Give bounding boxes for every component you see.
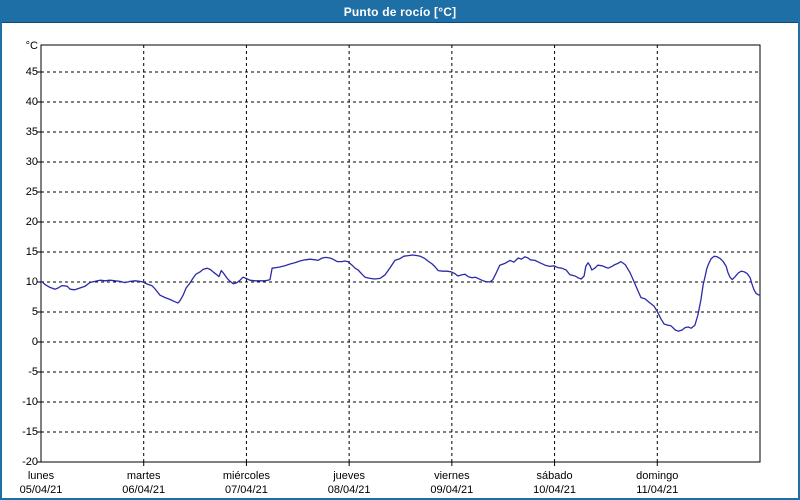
x-day-date: 06/04/21	[122, 484, 166, 496]
y-tick-label: -5	[28, 366, 38, 378]
x-day-name: jueves	[333, 470, 366, 482]
y-tick-label: 40	[25, 96, 38, 108]
x-day-name: sábado	[536, 470, 573, 482]
y-tick-label: -10	[22, 396, 38, 408]
x-day-date: 07/04/21	[225, 484, 268, 496]
x-day-name: lunes	[27, 470, 55, 482]
y-tick-label: 35	[25, 126, 38, 138]
y-tick-label: 5	[31, 306, 38, 318]
x-day-name: domingo	[636, 470, 679, 482]
x-day-date: 09/04/21	[430, 484, 474, 496]
y-tick-label: -15	[22, 426, 38, 438]
y-axis-unit-label: °C	[25, 40, 38, 52]
y-tick-label: 25	[25, 186, 38, 198]
x-day-name: martes	[126, 470, 161, 482]
y-tick-label: 0	[31, 336, 38, 348]
x-day-date: 11/04/21	[636, 484, 679, 496]
x-day-date: 05/04/21	[19, 484, 63, 496]
x-day-name: viernes	[434, 470, 470, 482]
window-titlebar: Punto de rocío [°C]	[2, 2, 798, 23]
y-tick-label: -20	[22, 456, 38, 468]
x-day-date: 10/04/21	[533, 484, 576, 496]
x-day-date: 08/04/21	[327, 484, 371, 496]
plot-border	[40, 44, 761, 463]
dewpoint-line	[40, 254, 761, 332]
x-day-name: miércoles	[222, 470, 270, 482]
dewpoint-chart: 45 40 35 30 25 20 15 10 5 0 -5 -10 -15 -20 lunes 05/04/…	[2, 23, 798, 498]
y-tick-label: 20	[25, 216, 38, 228]
y-tick-label: 15	[25, 246, 38, 258]
chart-canvas	[37, 44, 761, 466]
chart-title: Punto de rocío [°C]	[343, 5, 457, 19]
y-tick-label: 10	[25, 276, 38, 288]
y-tick-label: 45	[25, 66, 38, 78]
y-tick-label: 30	[25, 156, 38, 168]
